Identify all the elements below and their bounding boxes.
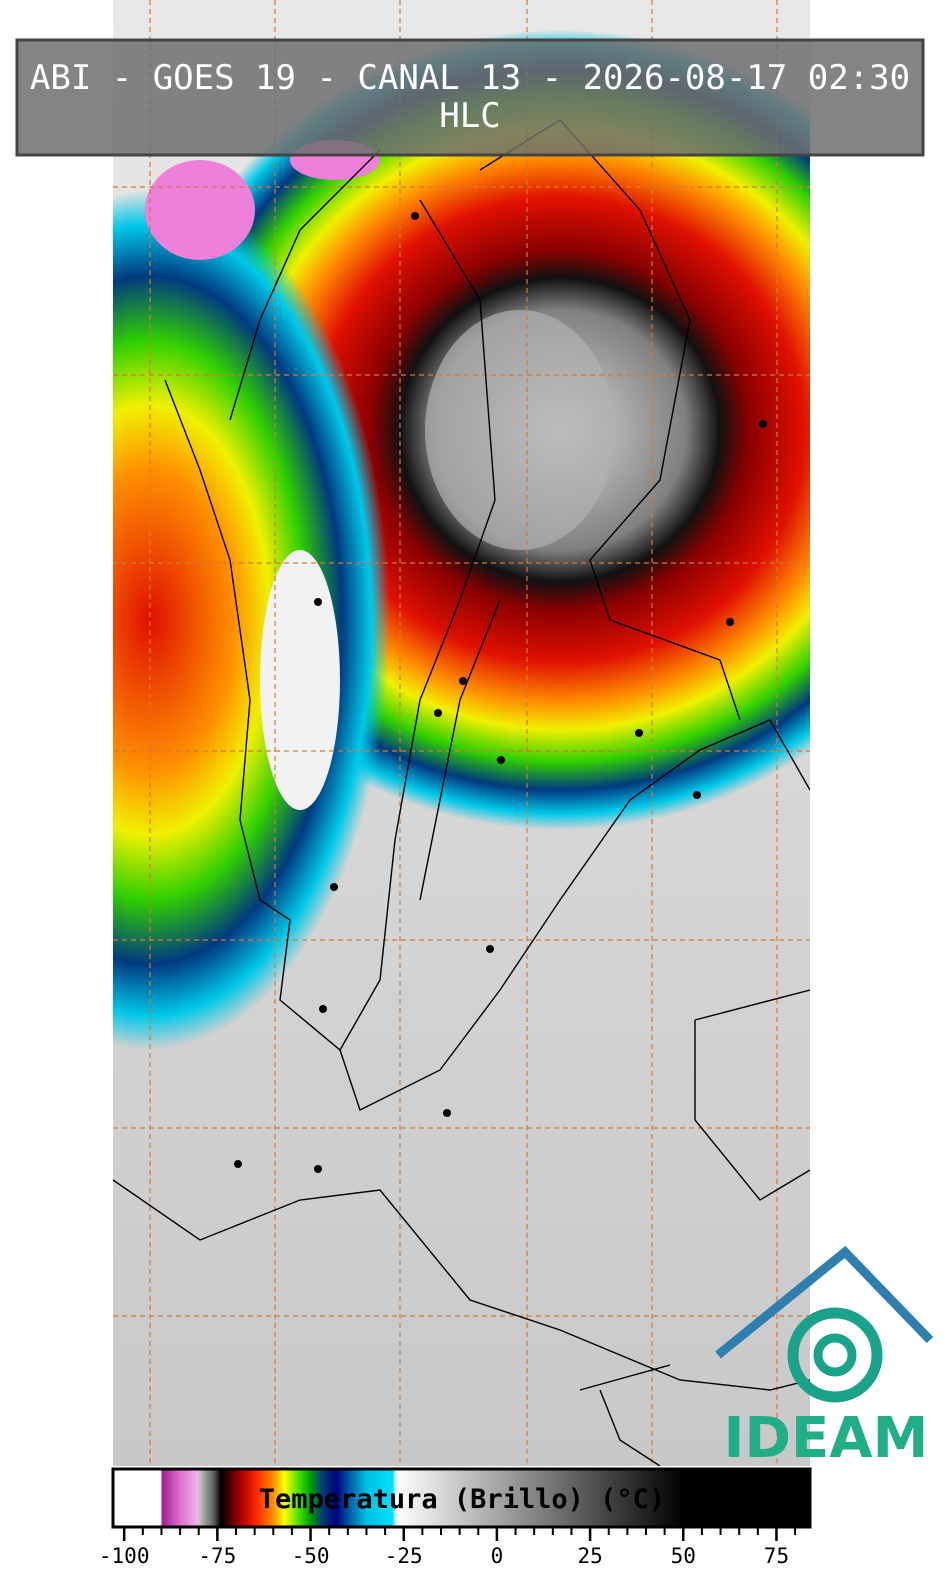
cities [234,212,767,1173]
tick-label: 25 [577,1544,602,1568]
tick-label: -100 [99,1544,150,1568]
graticule [113,0,810,1466]
logo-swirl [787,1307,883,1403]
cold-top [145,160,255,260]
colorbar: Temperatura (Brillo) (°C) -100 -75 -50 -25 0 2… [99,1467,812,1568]
tick-label: -50 [292,1544,330,1568]
colorbar-label: Temperatura (Brillo) (°C) [259,1484,665,1515]
title-box [15,38,925,157]
convective-band [113,190,390,1050]
tick-label: -25 [385,1544,423,1568]
borders [113,119,810,1466]
clear-area [260,550,340,810]
tick-label: -75 [198,1544,236,1568]
tick-label: 0 [491,1544,504,1568]
colorbar-fill [111,1467,812,1529]
satellite-image [113,0,810,1466]
tick-label: 75 [764,1544,789,1568]
logo-text: IDEAM [724,1406,929,1471]
subtitle: HLC [439,96,500,136]
title: ABI - GOES 19 - CANAL 13 - 2026-08-17 02… [30,58,910,98]
tick-label: 50 [671,1544,696,1568]
logo-swirl [813,1333,857,1377]
logo-roof [715,1245,934,1359]
overshooting-top [425,310,615,550]
ideam-logo: IDEAM [715,1245,934,1471]
